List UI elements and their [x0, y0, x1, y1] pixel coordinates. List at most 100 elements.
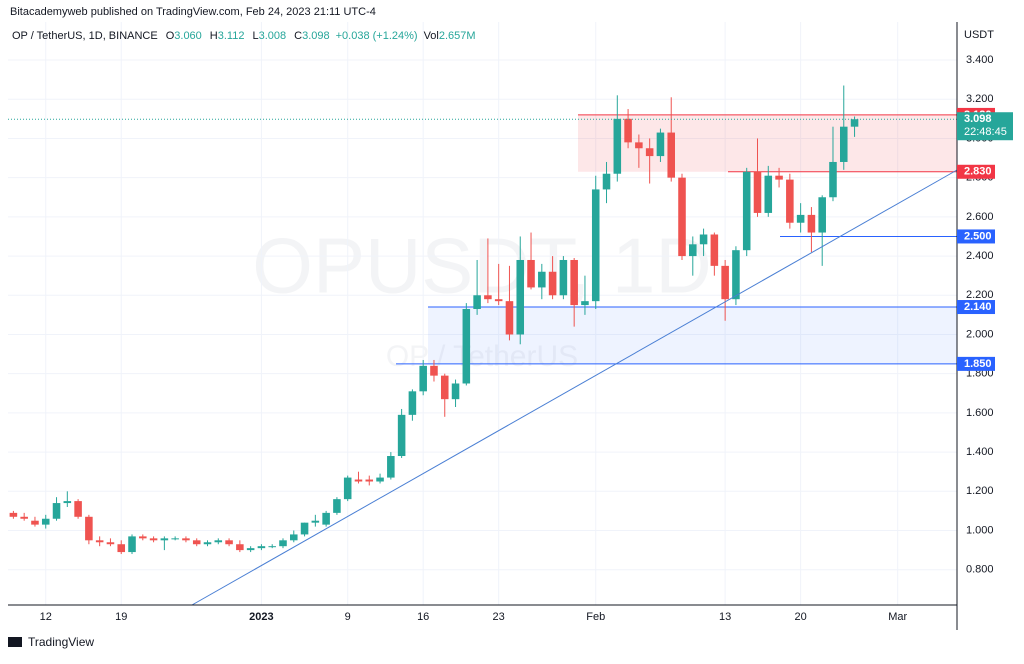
candle-body [31, 520, 39, 525]
candle-body [74, 501, 82, 517]
candle-body [484, 295, 492, 300]
x-tick-label: 20 [795, 611, 807, 623]
legend-value: 3.060 [174, 30, 202, 42]
candle-body [818, 197, 826, 233]
y-tick-label: 1.000 [966, 524, 994, 536]
y-tick-label: 1.200 [966, 485, 994, 497]
candle-body [591, 189, 600, 302]
candle-body [850, 119, 859, 127]
x-tick-label: Feb [586, 611, 605, 623]
last-price-box [957, 112, 1013, 141]
candle-body [128, 536, 136, 553]
level-price-label: 1.850 [964, 358, 992, 370]
y-tick-label: 0.800 [966, 564, 994, 576]
candle-body [786, 179, 794, 223]
candle-body [667, 132, 675, 178]
candle-body [95, 540, 104, 543]
candle-body [236, 544, 244, 551]
candle-body [721, 265, 729, 300]
x-tick-label: 12 [40, 611, 52, 623]
candle-body [52, 503, 61, 519]
candle-body [63, 501, 72, 504]
candle-body [257, 546, 266, 549]
candle-body [462, 308, 471, 384]
brand-logo [8, 637, 22, 647]
y-tick-label: 2.200 [966, 289, 994, 301]
candle-body [192, 540, 201, 545]
candle-body [397, 414, 406, 457]
level-price-box [957, 356, 995, 371]
candle-body [570, 259, 578, 306]
candle-body [527, 259, 535, 288]
plot-area: OPUSDT, 1D OP / TetherUS [8, 22, 957, 605]
candle-body [365, 479, 374, 482]
candle-body [203, 542, 212, 545]
candle-body [602, 173, 611, 190]
support-zone [428, 307, 957, 364]
legend-key: C [294, 30, 302, 42]
y-tick-label: 3.400 [966, 54, 994, 66]
candle-body [656, 132, 665, 157]
x-tick-label: 23 [493, 611, 505, 623]
last-price-label: 3.098 [964, 113, 992, 125]
candle-body [85, 516, 93, 541]
x-tick-label: 19 [115, 611, 127, 623]
candle-body [839, 126, 848, 162]
candle-body [333, 499, 341, 513]
candle-body [214, 540, 223, 543]
level-price-label: 2.500 [964, 230, 992, 242]
candle-body [473, 295, 481, 309]
candle-body [408, 391, 417, 415]
candle-body [689, 244, 697, 257]
legend-change: +0.038 (+1.24%) [336, 30, 418, 42]
candle-body [699, 234, 708, 245]
candle-body [9, 512, 18, 517]
publisher: Bitacademyweb published on TradingView.c… [10, 6, 376, 18]
candle-body [322, 512, 330, 525]
candle-body [451, 383, 460, 400]
legend-key: L [252, 30, 258, 42]
legend-value: 3.098 [302, 30, 330, 42]
candle-body [246, 548, 255, 551]
y-axis-label: USDT [964, 29, 994, 41]
candle-body [753, 171, 762, 213]
candle-body [807, 214, 816, 233]
candle-body [829, 161, 837, 198]
candle-body [538, 271, 546, 288]
x-tick-label: 13 [719, 611, 731, 623]
candle-body [624, 118, 632, 143]
candle-body [139, 536, 147, 539]
candle-body [764, 175, 773, 213]
y-tick-label: 3.200 [966, 93, 994, 105]
y-tick-label: 2.000 [966, 328, 994, 340]
trendline [191, 169, 958, 606]
level-price-box [957, 164, 995, 179]
candle-body [387, 456, 395, 478]
candle-body [41, 518, 50, 525]
candle-body [742, 171, 751, 251]
y-tick-label: 2.600 [966, 211, 994, 223]
level-price-label: 2.830 [964, 166, 992, 178]
candle-body [494, 299, 503, 302]
candle-body [171, 538, 179, 540]
candle-body [343, 477, 352, 500]
x-tick-label: 2023 [249, 611, 273, 623]
candle-body [430, 365, 438, 376]
candle-body [516, 259, 525, 335]
candle-body [419, 365, 427, 392]
candle-body [613, 118, 622, 174]
y-tick-label: 1.400 [966, 446, 994, 458]
candle-body [796, 214, 805, 223]
candle-body [559, 259, 568, 296]
candle-body [678, 177, 686, 257]
candle-body [311, 520, 320, 523]
y-tick-label: 1.600 [966, 407, 994, 419]
level-price-box [957, 300, 995, 315]
candle-body [106, 542, 115, 545]
candle-body [354, 479, 363, 482]
candle-body [732, 250, 740, 300]
candle-body [268, 546, 276, 548]
brand: TradingView [28, 635, 94, 649]
